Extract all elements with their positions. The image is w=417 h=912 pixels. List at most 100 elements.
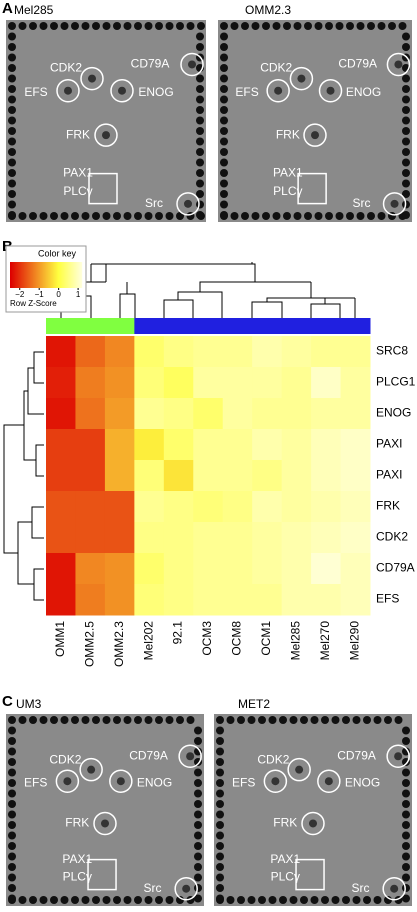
border-dot — [196, 32, 204, 41]
spot — [394, 60, 403, 69]
border-dot — [241, 22, 249, 30]
border-dot — [258, 716, 266, 724]
border-dot — [8, 789, 16, 798]
marker-circle — [79, 757, 103, 782]
border-dot — [194, 737, 202, 745]
color-key-swatch — [79, 262, 81, 288]
border-dot — [194, 768, 202, 777]
color-key-swatch — [31, 262, 33, 288]
border-dot — [123, 22, 132, 30]
spot — [390, 199, 399, 208]
border-dot — [363, 716, 371, 724]
spot-label: PLCγ — [63, 869, 92, 883]
border-dot — [113, 716, 121, 724]
border-dot — [8, 726, 16, 735]
border-dot — [402, 842, 410, 850]
border-dot — [363, 896, 371, 904]
border-dot — [8, 810, 16, 819]
spot — [182, 884, 191, 893]
border-dot — [196, 148, 204, 156]
heatmap-cell — [75, 553, 106, 585]
spot-label: PAX1 — [270, 852, 300, 866]
column-group-bar — [104, 318, 135, 334]
color-key-tick-label: 0 — [56, 290, 61, 299]
border-dot — [92, 716, 100, 724]
color-key-swatch — [37, 262, 39, 288]
color-key-swatch — [73, 262, 75, 288]
border-dot — [402, 43, 410, 51]
heatmap-cell — [222, 553, 253, 585]
marker-circle — [263, 769, 288, 793]
border-dot — [113, 22, 121, 30]
border-dot — [402, 211, 410, 219]
heatmap-cell — [311, 491, 342, 523]
marker-circle — [109, 769, 133, 793]
border-dot — [123, 716, 132, 724]
color-key-swatch — [34, 262, 36, 288]
heatmap-cell — [75, 491, 106, 523]
border-dot — [402, 810, 410, 819]
border-dot — [60, 212, 69, 220]
border-dot — [113, 212, 121, 220]
border-dot — [81, 716, 90, 724]
border-dot — [8, 863, 16, 871]
border-dot — [165, 212, 174, 220]
spot-label: FRK — [273, 816, 297, 830]
color-key-swatch — [44, 262, 46, 288]
heatmap-cell — [281, 491, 312, 523]
color-key-swatch — [25, 262, 27, 288]
color-key-tick-label: 1 — [76, 290, 81, 299]
border-dot — [194, 884, 202, 892]
heatmap-cell — [222, 491, 253, 523]
border-dot — [325, 212, 333, 220]
border-dot — [220, 148, 228, 156]
spot-label: FRK — [276, 127, 300, 141]
color-key-swatch — [75, 262, 77, 288]
border-dot — [8, 779, 16, 787]
heatmap-cell — [75, 522, 106, 554]
border-dot — [220, 137, 228, 146]
color-key-swatch — [11, 262, 13, 288]
color-key-swatch — [47, 262, 49, 288]
border-dot — [220, 106, 228, 114]
color-key-swatch — [67, 262, 69, 288]
border-dot — [321, 716, 329, 724]
border-dot — [123, 212, 132, 220]
heatmap-cell — [281, 398, 312, 430]
border-dot — [272, 22, 281, 30]
border-dot — [402, 85, 410, 93]
border-dot — [402, 831, 410, 840]
panel-letter: A — [2, 0, 13, 17]
color-key-swatch — [61, 262, 63, 288]
heatmap-cell — [252, 429, 283, 461]
heatmap-cell — [46, 429, 76, 461]
border-dot — [402, 779, 410, 787]
heatmap-cell — [193, 553, 224, 585]
marker-circle — [386, 744, 410, 768]
border-dot — [144, 896, 153, 904]
column-group-bar — [340, 318, 371, 334]
border-dot — [402, 800, 410, 808]
heatmap-cell — [163, 398, 194, 430]
marker-box — [87, 858, 117, 891]
spot-label: PAX1 — [62, 852, 92, 866]
border-dot — [314, 212, 323, 220]
marker-circle — [287, 757, 311, 782]
border-dot — [155, 896, 163, 904]
border-dot — [8, 64, 16, 72]
marker-circle — [176, 192, 200, 216]
column-group-bar — [163, 318, 194, 334]
border-dot — [279, 716, 287, 724]
border-dot — [155, 716, 163, 724]
border-dot — [402, 852, 410, 861]
column-label: Mel202 — [141, 621, 155, 661]
border-dot — [216, 863, 224, 871]
border-dot — [81, 212, 90, 220]
heatmap-cell — [252, 491, 283, 523]
heatmap-cell — [193, 491, 224, 523]
color-key-swatch — [48, 262, 50, 288]
heatmap-cell — [104, 522, 135, 554]
spot-label: Src — [145, 196, 163, 210]
blot-title: OMM2.3 — [245, 3, 291, 17]
